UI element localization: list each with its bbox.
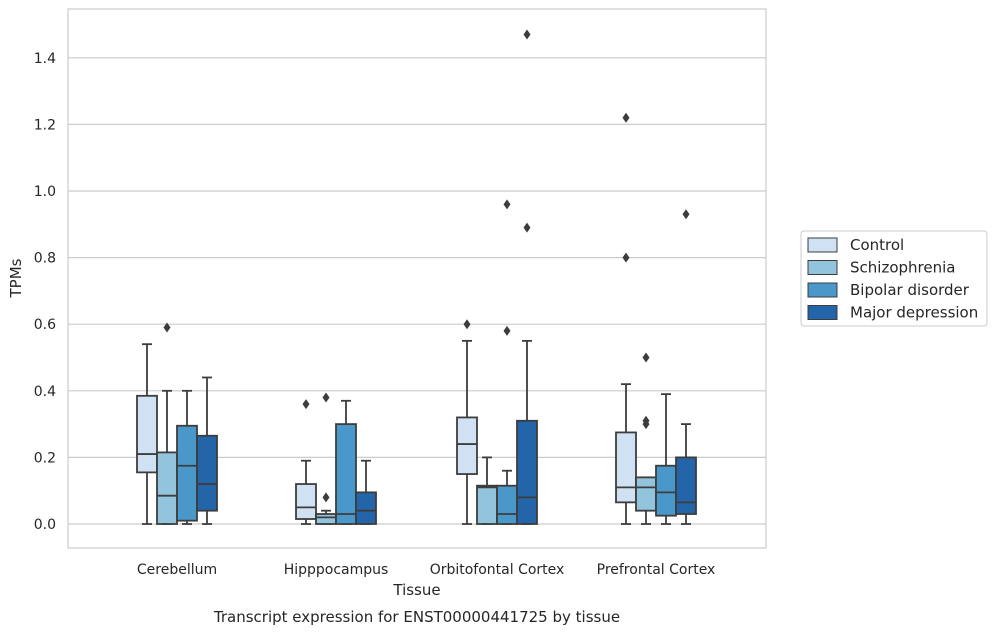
box-body [615, 431, 637, 504]
y-tick-label: 0.8 [34, 251, 56, 267]
outlier-point [503, 199, 511, 210]
boxes [136, 29, 697, 525]
outlier-point [302, 399, 310, 410]
box-body [355, 491, 377, 525]
y-tick-label: 0.2 [34, 450, 56, 466]
box-body [335, 423, 357, 525]
box-body [295, 483, 317, 520]
y-tick-label: 1.4 [34, 51, 56, 67]
box-control [136, 343, 158, 525]
outlier-point [163, 322, 171, 333]
legend-label: Schizophrenia [850, 259, 955, 277]
box-body [655, 464, 677, 517]
outlier-point [622, 252, 630, 263]
x-axis-label: Tissue [392, 581, 440, 599]
box-major-depression [196, 376, 218, 525]
box-control [456, 319, 478, 525]
chart-caption: Transcript expression for ENST0000044172… [213, 608, 620, 626]
y-tick-label: 0.4 [34, 384, 56, 400]
legend-swatch [807, 260, 838, 275]
outlier-point [503, 325, 511, 336]
outlier-point [642, 415, 650, 426]
x-tick-label: Hipppocampus [284, 562, 389, 578]
box-body [136, 394, 158, 474]
y-tick-label: 1.2 [34, 117, 56, 133]
y-tick-labels: 0.0 0.2 0.4 0.6 0.8 1.0 1.2 1.4 [34, 51, 56, 533]
box-control [615, 112, 637, 525]
legend-swatch [807, 237, 838, 253]
box-bipolar-disorder [176, 389, 198, 525]
y-axis-label: TPMs [7, 258, 25, 298]
x-tick-label: Prefrontal Cortex [597, 562, 716, 578]
outlier-point [322, 392, 330, 403]
y-tick-label: 1.0 [34, 184, 56, 200]
box-body [635, 476, 657, 512]
box-major-depression [516, 29, 538, 525]
outlier-point [322, 492, 330, 503]
box-body [156, 451, 178, 525]
legend-frame [800, 230, 988, 327]
box-body [196, 434, 218, 512]
y-tick-label: 0.0 [34, 517, 56, 533]
legend-label: Major depression [850, 304, 978, 322]
legend-swatch [807, 305, 838, 320]
legend: Control Schizophrenia Bipolar disorder Majo… [800, 230, 988, 327]
box-control [295, 399, 317, 525]
legend-swatch [807, 282, 838, 298]
x-tick-label: Cerebellum [137, 562, 217, 578]
outlier-point [523, 29, 531, 40]
outlier-point [523, 222, 531, 233]
box-schizophrenia [635, 352, 657, 525]
box-body [675, 456, 697, 515]
y-tick-label: 0.6 [34, 317, 56, 333]
box-major-depression [355, 459, 377, 525]
x-tick-label: Orbitofontal Cortex [430, 562, 565, 578]
box-body [315, 513, 337, 525]
box-body [176, 424, 198, 522]
box-bipolar-disorder [335, 399, 357, 525]
x-tick-labels: Cerebellum Hipppocampus Orbitofontal Corte… [137, 562, 715, 578]
box-body [496, 484, 518, 525]
outlier-point [642, 352, 650, 363]
box-body [516, 419, 538, 525]
outlier-point [463, 319, 471, 330]
box-body [476, 484, 498, 525]
legend-entries: Control Schizophrenia Bipolar disorder Majo… [807, 236, 978, 322]
outlier-point [622, 112, 630, 123]
box-bipolar-disorder [496, 199, 518, 525]
legend-label: Control [850, 236, 904, 254]
legend-label: Bipolar disorder [850, 281, 970, 299]
box-major-depression [675, 209, 697, 525]
box-schizophrenia [315, 392, 337, 525]
outlier-point [682, 209, 690, 220]
box-body [456, 416, 478, 475]
